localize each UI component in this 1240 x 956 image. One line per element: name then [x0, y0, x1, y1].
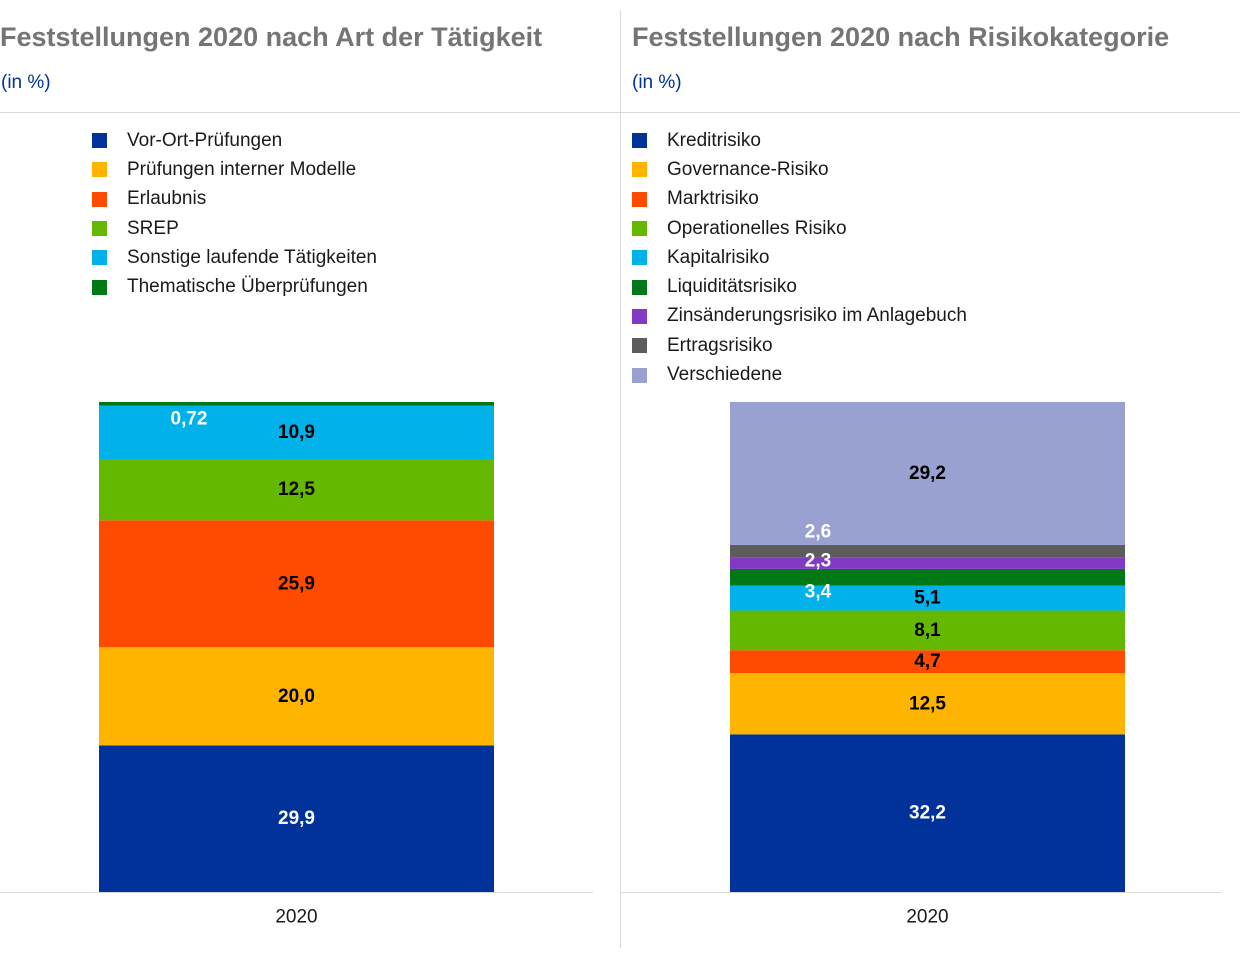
data-label: 32,2	[909, 803, 946, 824]
data-label: 12,5	[278, 479, 315, 500]
chart-panel-risk: Feststellungen 2020 nach Risikokategorie…	[621, 0, 1240, 956]
legend-label: Zinsänderungsrisiko im Anlagebuch	[667, 305, 967, 327]
bar-segment	[730, 610, 1125, 651]
legend-swatch	[92, 162, 107, 178]
data-label: 10,9	[278, 422, 315, 443]
bar-segment	[730, 734, 1125, 892]
stacked-bar-chart-risk: 32,2 12,5 4,7 8,1 5,1 3,4 2,3 2,6 29,2 2020	[621, 402, 1222, 928]
chart-panel-activity: Feststellungen 2020 nach Art der Tätigke…	[0, 22, 620, 928]
legend-swatch	[92, 191, 107, 207]
legend-item: Vor-Ort-Prüfungen	[92, 126, 377, 155]
bar-segment	[730, 557, 1125, 569]
legend-label: Vor-Ort-Prüfungen	[127, 129, 283, 151]
legend-label: Kreditrisiko	[667, 129, 761, 151]
legend-swatch	[632, 191, 647, 207]
legend-label: Thematische Überprüfungen	[127, 276, 368, 298]
legend-label: Operationelles Risiko	[667, 217, 847, 239]
data-label: 0,72	[171, 409, 208, 430]
bar-segment	[730, 585, 1125, 611]
legend-swatch	[632, 279, 647, 295]
legend-item: Governance-Risiko	[632, 155, 967, 184]
legend-label: SREP	[127, 217, 179, 239]
legend-item: Kapitalrisiko	[632, 243, 967, 272]
bar-segment	[99, 405, 494, 459]
x-tick-label: 2020	[275, 907, 317, 928]
legend-label: Sonstige laufende Tätigkeiten	[127, 246, 377, 268]
stacked-bar-chart-activity: 29,9 20,0 25,9 12,5 10,9 0,72 2020	[0, 402, 593, 928]
legend-swatch	[632, 221, 647, 237]
legend-item: Prüfungen interner Modelle	[92, 155, 377, 184]
data-label: 2,6	[805, 522, 831, 543]
legend-item: SREP	[92, 214, 377, 243]
legend-swatch	[92, 279, 107, 295]
legend-label: Governance-Risiko	[667, 158, 829, 180]
legend-label: Verschiedene	[667, 364, 783, 386]
bar-segment	[99, 647, 494, 746]
bar-segment	[730, 673, 1125, 735]
bar-segment	[99, 745, 494, 892]
legend-swatch	[632, 338, 647, 354]
data-label: 25,9	[278, 573, 315, 594]
legend-item: Zinsänderungsrisiko im Anlagebuch	[632, 302, 967, 331]
data-label: 20,0	[278, 686, 315, 707]
bar-segment	[730, 568, 1125, 586]
legend: Vor-Ort-Prüfungen Prüfungen interner Mod…	[92, 126, 377, 302]
legend-item: Ertragsrisiko	[632, 331, 967, 360]
data-label: 8,1	[914, 620, 941, 641]
header-divider	[621, 112, 1240, 113]
legend-swatch	[92, 221, 107, 237]
chart-subtitle: (in %)	[632, 72, 682, 93]
data-label: 3,4	[805, 582, 832, 603]
legend-swatch	[632, 250, 647, 266]
data-label: 12,5	[909, 693, 946, 714]
legend: Kreditrisiko Governance-Risiko Marktrisi…	[632, 126, 967, 390]
panel-divider	[620, 10, 621, 948]
bar-segment	[730, 402, 1125, 545]
legend-swatch	[632, 367, 647, 383]
chart-title: Feststellungen 2020 nach Risikokategorie	[632, 22, 1170, 52]
bar-segment	[99, 402, 494, 406]
legend-item: Liquiditätsrisiko	[632, 272, 967, 301]
legend-swatch	[632, 162, 647, 178]
data-label: 5,1	[914, 588, 941, 609]
legend-item: Operationelles Risiko	[632, 214, 967, 243]
data-label: 29,2	[909, 463, 946, 484]
legend-item: Thematische Überprüfungen	[92, 272, 377, 301]
bar-segment	[730, 544, 1125, 558]
chart-subtitle: (in %)	[1, 72, 51, 93]
bar-segment	[99, 458, 494, 521]
chart-title: Feststellungen 2020 nach Art der Tätigke…	[0, 22, 543, 52]
legend-swatch	[92, 133, 107, 149]
legend-item: Kreditrisiko	[632, 126, 967, 155]
legend-label: Marktrisiko	[667, 188, 759, 210]
legend-item: Sonstige laufende Tätigkeiten	[92, 243, 377, 272]
data-label: 2,3	[805, 551, 831, 572]
legend-swatch	[632, 308, 647, 324]
legend-label: Liquiditätsrisiko	[667, 276, 797, 298]
data-label: 29,9	[278, 808, 315, 829]
legend-swatch	[92, 250, 107, 266]
legend-label: Ertragsrisiko	[667, 334, 773, 356]
legend-item: Erlaubnis	[92, 185, 377, 214]
legend-label: Prüfungen interner Modelle	[127, 158, 357, 180]
bar-segment	[730, 650, 1125, 674]
bar-segment	[99, 520, 494, 648]
legend-swatch	[632, 133, 647, 149]
legend-item: Verschiedene	[632, 360, 967, 389]
legend-item: Marktrisiko	[632, 185, 967, 214]
data-label: 4,7	[914, 651, 940, 672]
legend-label: Erlaubnis	[127, 188, 207, 210]
header-divider	[0, 112, 620, 113]
legend-label: Kapitalrisiko	[667, 246, 770, 268]
x-tick-label: 2020	[906, 907, 948, 928]
